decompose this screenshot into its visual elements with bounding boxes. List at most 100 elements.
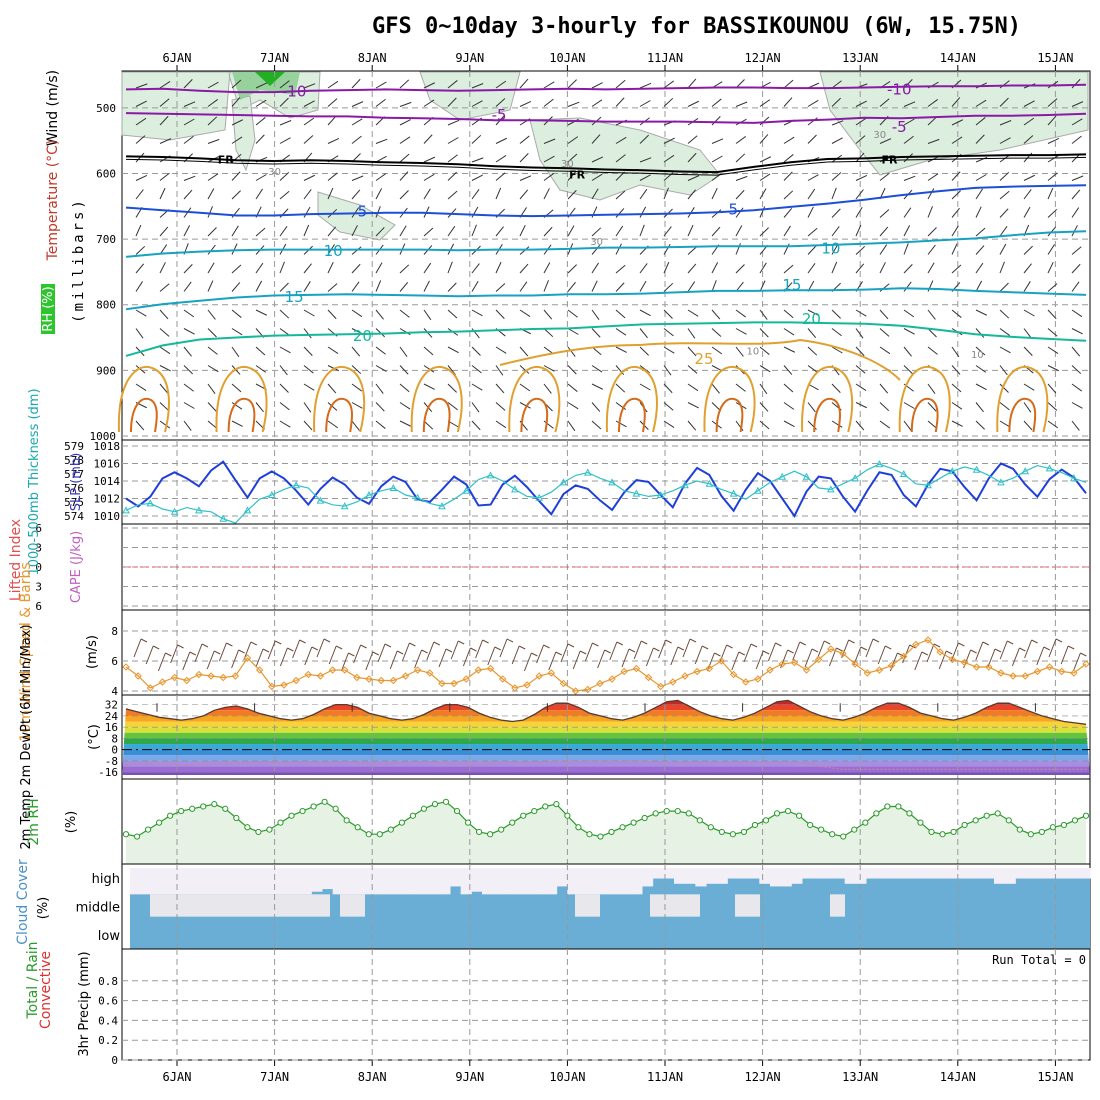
wind-barb — [855, 135, 866, 144]
rh-2m-point — [1027, 831, 1034, 838]
wind-10m-point — [742, 678, 750, 686]
wind-10m-point — [255, 666, 264, 674]
wind-barb — [903, 365, 913, 375]
rh-2m-point — [365, 831, 372, 838]
thickness-point — [267, 490, 276, 498]
wind-barb — [639, 174, 651, 181]
isotherm-label: 5 — [358, 203, 368, 221]
rh-2m-point — [542, 803, 549, 810]
wind-barb — [591, 309, 600, 321]
rh-2m-point — [740, 828, 748, 836]
wind-barb — [639, 82, 652, 89]
wind-barb — [903, 135, 914, 144]
rh-2m-point — [873, 810, 880, 817]
wind-10m-point — [316, 672, 325, 680]
wind-barb — [711, 98, 722, 107]
wind-barb — [759, 365, 771, 373]
wind-barb — [927, 346, 938, 355]
wind-barb — [615, 136, 627, 144]
wind-barb — [207, 244, 216, 255]
wind-10m-barb — [677, 646, 685, 651]
wind-barb — [663, 282, 674, 292]
wind-10m-barb — [1006, 640, 1014, 645]
wind-barb — [159, 309, 169, 320]
wind-barb — [999, 97, 1009, 107]
isotherm-30-loop — [215, 365, 268, 433]
temperature-band — [122, 715, 1090, 722]
cloud-high-gap — [1004, 868, 1016, 884]
isotherm-35-loop — [715, 397, 744, 433]
wind-10m-barb — [518, 645, 526, 650]
wind-barb — [231, 225, 239, 237]
wind-barb — [495, 346, 507, 354]
wind-barb — [759, 420, 770, 430]
wind-barb — [543, 81, 555, 89]
isotherms — [117, 83, 1087, 433]
rh-2m-point — [608, 828, 615, 836]
cloud-high-gap — [268, 868, 280, 895]
wind-barb — [735, 175, 748, 181]
wind-barb — [975, 262, 984, 274]
wind-barb — [1071, 346, 1081, 357]
wind-10m-barb — [604, 649, 611, 654]
cloud-high-gap — [1026, 868, 1038, 879]
rh-2m-point — [409, 812, 416, 819]
temp-2m-axis-label: 2m Temp 2m DewPt (6hr Min/Max) — [19, 624, 34, 849]
wind-10m-point — [705, 664, 713, 673]
wind-barb — [759, 134, 769, 144]
wind-barb — [663, 261, 670, 274]
wind-barb — [351, 189, 361, 200]
isotherm-30-loop — [117, 365, 170, 433]
wind-barb — [999, 137, 1011, 144]
wind-barb — [255, 227, 266, 237]
wind-10m-barb — [670, 646, 679, 666]
wind-barb — [279, 137, 291, 144]
wind-10m-grid — [122, 610, 1090, 695]
thickness-tick-label: 578 — [64, 454, 84, 467]
wind-barb — [543, 328, 554, 338]
wind-10m-point — [814, 655, 823, 664]
wind-10m-units: (m/s) — [85, 635, 100, 669]
wind-10m-barb — [206, 650, 215, 670]
wind-10m-barb — [1043, 646, 1051, 651]
wind-10m-tick-label: 4 — [111, 685, 118, 698]
wind-barb — [255, 262, 264, 274]
temperature-band — [122, 738, 1090, 745]
wind-barb — [207, 365, 219, 373]
wind-barb — [1071, 383, 1083, 392]
wind-10m-barb — [921, 651, 929, 656]
wind-10m-barb — [494, 646, 502, 651]
wind-barb — [327, 420, 339, 429]
wind-barb — [351, 402, 363, 409]
isotherm-15 — [125, 287, 1087, 311]
wind-barb — [567, 264, 577, 274]
wind-barb — [663, 137, 675, 144]
wind-10m-barb — [682, 638, 691, 658]
wind-barb — [663, 402, 674, 411]
wind-barb — [303, 206, 311, 218]
wind-10m-barb — [975, 641, 984, 661]
wind-barb — [759, 383, 768, 395]
isotherm-label: -10 — [282, 82, 307, 100]
wind-10m-barb — [1080, 652, 1087, 657]
wind-barb — [1023, 206, 1031, 218]
rh-2m-area-fill — [126, 801, 1086, 864]
wind-10m-point — [778, 660, 786, 668]
wind-10m-barb — [274, 640, 282, 645]
wind-10m-barb — [755, 650, 764, 670]
rh-2m-point — [884, 803, 891, 810]
rh-2m-point — [387, 826, 394, 833]
temperature-band — [122, 760, 1090, 767]
wind-barb — [735, 225, 743, 237]
cloud-high-gap — [354, 868, 366, 895]
wind-barb — [423, 82, 436, 89]
wind-barb — [807, 328, 817, 339]
cloud-high-gap — [983, 868, 995, 879]
wind-10m-point — [146, 684, 155, 692]
rh-2m-point — [994, 810, 1001, 817]
wind-barb — [999, 346, 1011, 354]
cloud-middle-gap — [575, 894, 600, 917]
wind-barb — [231, 243, 238, 255]
cloud-high-gap — [823, 868, 835, 879]
